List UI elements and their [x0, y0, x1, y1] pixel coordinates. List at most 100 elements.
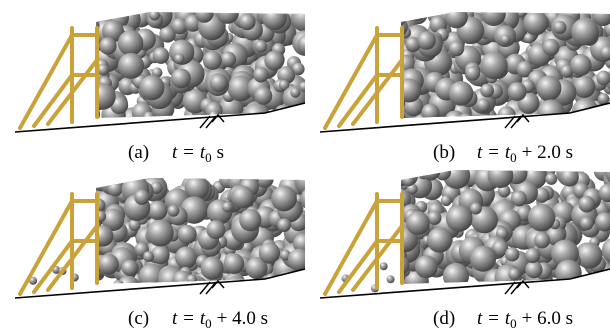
panel-label: (d) — [433, 308, 455, 329]
particle — [107, 181, 123, 197]
particle — [254, 87, 272, 105]
particle — [271, 278, 282, 289]
particle — [265, 114, 279, 128]
particle — [206, 220, 225, 239]
particle — [299, 82, 309, 92]
particle — [290, 87, 300, 97]
particle — [153, 47, 170, 64]
particle — [420, 160, 440, 180]
particle — [505, 247, 519, 261]
particle — [171, 68, 191, 88]
particle — [441, 195, 452, 206]
caption-lhs: t = — [172, 308, 195, 329]
particle — [239, 14, 256, 31]
particle — [178, 225, 197, 244]
particle — [268, 113, 286, 131]
particle — [480, 52, 507, 79]
particle — [261, 277, 282, 298]
particle — [511, 191, 527, 207]
particle — [267, 110, 293, 136]
particle — [508, 268, 520, 280]
particle — [306, 60, 317, 71]
particle — [427, 227, 452, 252]
particle — [273, 111, 291, 129]
caption: t =t0+ 2.0 s — [477, 142, 573, 165]
particle — [443, 263, 469, 289]
fence-bar — [20, 201, 72, 294]
particle — [573, 75, 596, 98]
particle — [286, 277, 311, 302]
particle — [415, 255, 438, 278]
particle — [553, 21, 566, 34]
particle — [417, 31, 436, 50]
panel: (d) t =t0+ 6.0 s — [320, 159, 610, 331]
particle — [117, 276, 140, 299]
particle — [292, 30, 318, 56]
particle — [465, 66, 480, 81]
particle — [534, 232, 550, 248]
particle — [449, 81, 474, 106]
particle — [299, 268, 319, 288]
particle — [259, 242, 280, 263]
particle — [531, 115, 547, 131]
caption-sub: 0 — [510, 150, 517, 165]
particle — [224, 272, 245, 293]
caption-sub: 0 — [510, 316, 517, 331]
particle — [422, 104, 440, 122]
caption-sub: 0 — [205, 150, 212, 165]
particle — [277, 275, 297, 295]
particle — [253, 67, 268, 82]
particle — [297, 34, 317, 54]
particle — [571, 18, 599, 46]
particle — [536, 75, 561, 100]
fence-bar — [325, 35, 377, 128]
particle — [308, 30, 318, 40]
particle — [555, 119, 566, 130]
particle — [255, 40, 268, 53]
particle — [271, 110, 297, 136]
particle — [470, 203, 482, 215]
caption: t =t0+ 6.0 s — [477, 308, 573, 331]
particle — [508, 82, 527, 101]
fence-bar — [20, 35, 72, 128]
particle — [481, 1, 506, 26]
particle — [488, 162, 514, 188]
particle — [139, 75, 164, 100]
figure: (a)t =t0s(b)t =t0+ 2.0 s(c)t =t0+ 4.0 s(… — [0, 0, 610, 331]
particle — [134, 190, 149, 205]
particle — [293, 117, 306, 130]
panel: (c)t =t0+ 4.0 s — [15, 166, 323, 331]
particle — [406, 211, 430, 235]
particle — [560, 168, 578, 186]
particle — [168, 205, 180, 217]
particle — [210, 74, 228, 92]
particle — [299, 108, 313, 122]
particle — [380, 262, 388, 270]
particle — [525, 248, 540, 263]
particle — [216, 1, 238, 23]
particle — [449, 41, 464, 56]
caption-rhs: + 2.0 s — [522, 142, 573, 163]
particle — [307, 195, 322, 210]
particle — [203, 51, 222, 70]
particle — [498, 106, 516, 124]
panel: (b)t =t0+ 2.0 s — [320, 0, 610, 165]
particle — [281, 107, 302, 128]
particle — [83, 5, 99, 21]
particle — [97, 64, 109, 76]
caption-lhs: t = — [172, 142, 195, 163]
particle — [445, 5, 468, 28]
particle — [570, 54, 592, 76]
particle — [122, 260, 138, 276]
particle — [545, 173, 557, 185]
panel: (a)t =t0s — [15, 1, 322, 165]
particle — [578, 196, 595, 213]
particle — [501, 35, 511, 45]
particle — [262, 6, 286, 30]
particle-bed — [77, 1, 322, 136]
particle — [103, 7, 115, 19]
particle — [118, 53, 144, 79]
particle — [89, 83, 116, 110]
particle — [525, 261, 542, 278]
